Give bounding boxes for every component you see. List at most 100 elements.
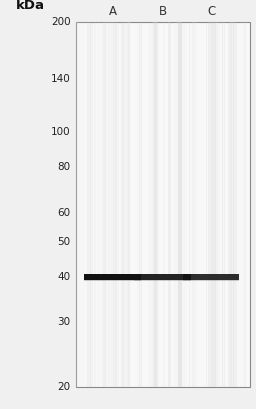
Text: 200: 200 <box>51 18 70 27</box>
Bar <box>189 22 190 387</box>
Bar <box>124 22 127 387</box>
Bar <box>222 22 225 387</box>
Bar <box>122 22 126 387</box>
Text: 100: 100 <box>51 127 70 137</box>
Bar <box>127 22 130 387</box>
Bar <box>178 22 179 387</box>
Bar <box>127 22 129 387</box>
Bar <box>81 22 85 387</box>
Bar <box>240 22 243 387</box>
Bar <box>105 22 109 387</box>
Bar <box>84 274 141 280</box>
Bar <box>75 22 79 387</box>
Bar <box>134 274 191 280</box>
Bar <box>150 22 156 387</box>
Bar <box>216 22 217 387</box>
Bar <box>224 22 225 387</box>
Text: 50: 50 <box>57 237 70 247</box>
Bar <box>116 22 119 387</box>
Bar <box>228 22 232 387</box>
Bar <box>139 22 142 387</box>
Bar <box>114 22 117 387</box>
Text: B: B <box>158 5 167 18</box>
Bar <box>191 22 193 387</box>
Bar <box>191 22 193 387</box>
Bar <box>244 22 246 387</box>
Text: 30: 30 <box>57 317 70 328</box>
Bar <box>178 22 182 387</box>
Bar <box>111 22 114 387</box>
Bar <box>183 280 239 281</box>
Bar <box>196 22 198 387</box>
Bar <box>174 22 176 387</box>
Bar <box>193 22 197 387</box>
Bar <box>168 22 170 387</box>
Text: C: C <box>207 5 215 18</box>
Bar <box>152 22 157 387</box>
Bar <box>212 22 216 387</box>
Bar <box>137 22 140 387</box>
Bar <box>233 22 237 387</box>
Bar <box>113 22 116 387</box>
Bar <box>154 22 157 387</box>
Bar <box>230 22 233 387</box>
Bar <box>213 22 216 387</box>
Bar <box>115 22 117 387</box>
Bar <box>90 22 93 387</box>
Bar <box>211 22 213 387</box>
Bar <box>230 22 233 387</box>
Bar <box>121 22 124 387</box>
Bar <box>98 22 100 387</box>
Bar <box>233 22 234 387</box>
Bar <box>79 22 81 387</box>
Bar <box>128 22 130 387</box>
Bar <box>108 22 110 387</box>
Bar <box>193 22 195 387</box>
Bar <box>128 22 131 387</box>
Bar <box>84 280 141 281</box>
Bar <box>178 22 182 387</box>
Text: 140: 140 <box>51 74 70 84</box>
Bar <box>208 22 210 387</box>
Text: 40: 40 <box>57 272 70 282</box>
Bar <box>208 22 212 387</box>
Bar <box>233 22 234 387</box>
Bar <box>154 22 155 387</box>
Bar <box>97 22 99 387</box>
Bar <box>155 22 158 387</box>
Bar <box>244 22 247 387</box>
Bar <box>108 22 114 387</box>
Bar <box>176 22 180 387</box>
Bar <box>153 22 155 387</box>
Bar <box>206 22 207 387</box>
Bar <box>231 22 233 387</box>
Text: kDa: kDa <box>16 0 45 12</box>
Bar <box>180 22 182 387</box>
Bar <box>163 22 165 387</box>
Text: 60: 60 <box>57 208 70 218</box>
Bar <box>195 22 196 387</box>
Text: A: A <box>109 5 117 18</box>
Bar <box>103 22 105 387</box>
Bar <box>141 22 142 387</box>
Bar <box>183 22 186 387</box>
Bar <box>170 22 172 387</box>
Bar <box>87 22 89 387</box>
Bar <box>222 22 223 387</box>
Bar <box>76 22 78 387</box>
Bar <box>168 22 171 387</box>
Bar <box>148 22 151 387</box>
Bar <box>183 274 239 280</box>
Bar <box>87 22 91 387</box>
Bar <box>86 22 87 387</box>
Bar <box>235 22 237 387</box>
Bar <box>134 280 191 281</box>
Text: 80: 80 <box>57 162 70 172</box>
Bar <box>216 22 220 387</box>
Bar <box>215 22 218 387</box>
Bar <box>210 22 216 387</box>
Bar <box>185 22 187 387</box>
Bar <box>154 22 158 387</box>
Bar <box>101 22 106 387</box>
Text: 20: 20 <box>57 382 70 391</box>
